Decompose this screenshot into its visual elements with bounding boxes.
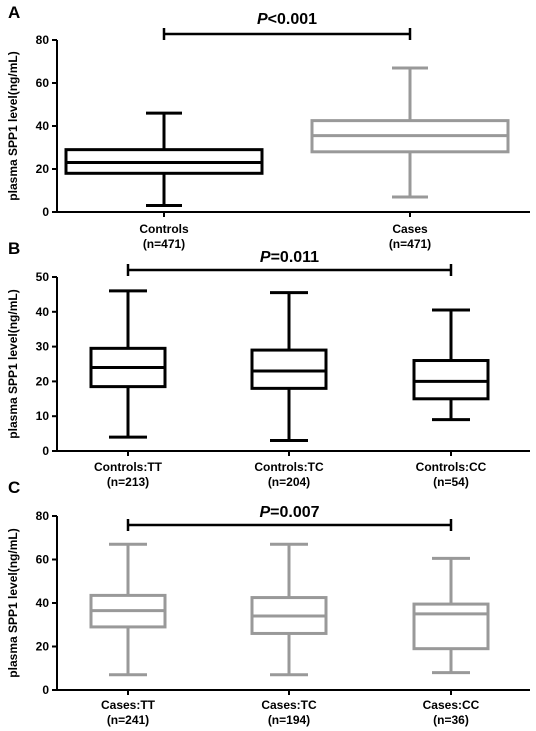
p-value-symbol: P <box>259 504 270 521</box>
p-value-number: =0.007 <box>270 504 319 521</box>
y-tick-label: 10 <box>36 409 50 423</box>
category-n-label: (n=471) <box>143 237 185 251</box>
category-n-label: (n=36) <box>433 713 469 727</box>
y-tick-label: 0 <box>42 683 49 697</box>
category-label: Cases:TC <box>261 698 317 712</box>
p-value-label: P<0.001 <box>257 11 317 28</box>
y-tick-label: 50 <box>36 270 50 284</box>
panel-letter: A <box>8 3 20 22</box>
y-tick-label: 20 <box>36 640 50 654</box>
p-value-label: P=0.007 <box>259 504 319 521</box>
y-tick-label: 0 <box>42 205 49 219</box>
category-n-label: (n=471) <box>389 237 431 251</box>
category-label: Controls <box>139 222 189 236</box>
p-value-symbol: P <box>260 249 271 266</box>
y-tick-label: 30 <box>36 340 50 354</box>
category-n-label: (n=204) <box>268 475 310 489</box>
p-value-number: <0.001 <box>268 11 317 28</box>
y-tick-label: 0 <box>42 444 49 458</box>
y-axis-label: plasma SPP1 level(ng/mL) <box>6 528 20 677</box>
category-label: Cases:TT <box>101 698 156 712</box>
category-n-label: (n=241) <box>107 713 149 727</box>
panel-letter: C <box>8 478 20 497</box>
y-tick-label: 40 <box>36 119 50 133</box>
category-label: Controls:TT <box>94 460 163 474</box>
category-label: Controls:CC <box>416 460 487 474</box>
p-value-label: P=0.011 <box>260 249 319 266</box>
box-iqr <box>412 359 490 401</box>
y-tick-label: 40 <box>36 305 50 319</box>
y-axis-label: plasma SPP1 level(ng/mL) <box>6 51 20 200</box>
category-label: Cases:CC <box>423 698 480 712</box>
p-value-number: =0.011 <box>271 249 320 266</box>
category-label: Cases <box>392 222 428 236</box>
box-iqr <box>412 602 490 651</box>
y-tick-label: 60 <box>36 76 50 90</box>
category-n-label: (n=213) <box>107 475 149 489</box>
category-n-label: (n=54) <box>433 475 469 489</box>
y-tick-label: 60 <box>36 553 50 567</box>
y-axis-label: plasma SPP1 level(ng/mL) <box>6 289 20 438</box>
y-tick-label: 20 <box>36 162 50 176</box>
y-tick-label: 40 <box>36 596 50 610</box>
category-n-label: (n=194) <box>268 713 310 727</box>
p-value-symbol: P <box>257 11 268 28</box>
y-tick-label: 80 <box>36 509 50 523</box>
category-label: Controls:TC <box>254 460 324 474</box>
y-tick-label: 20 <box>36 374 50 388</box>
y-tick-label: 80 <box>36 33 50 47</box>
box-iqr <box>250 348 328 390</box>
panel-letter: B <box>8 239 20 258</box>
